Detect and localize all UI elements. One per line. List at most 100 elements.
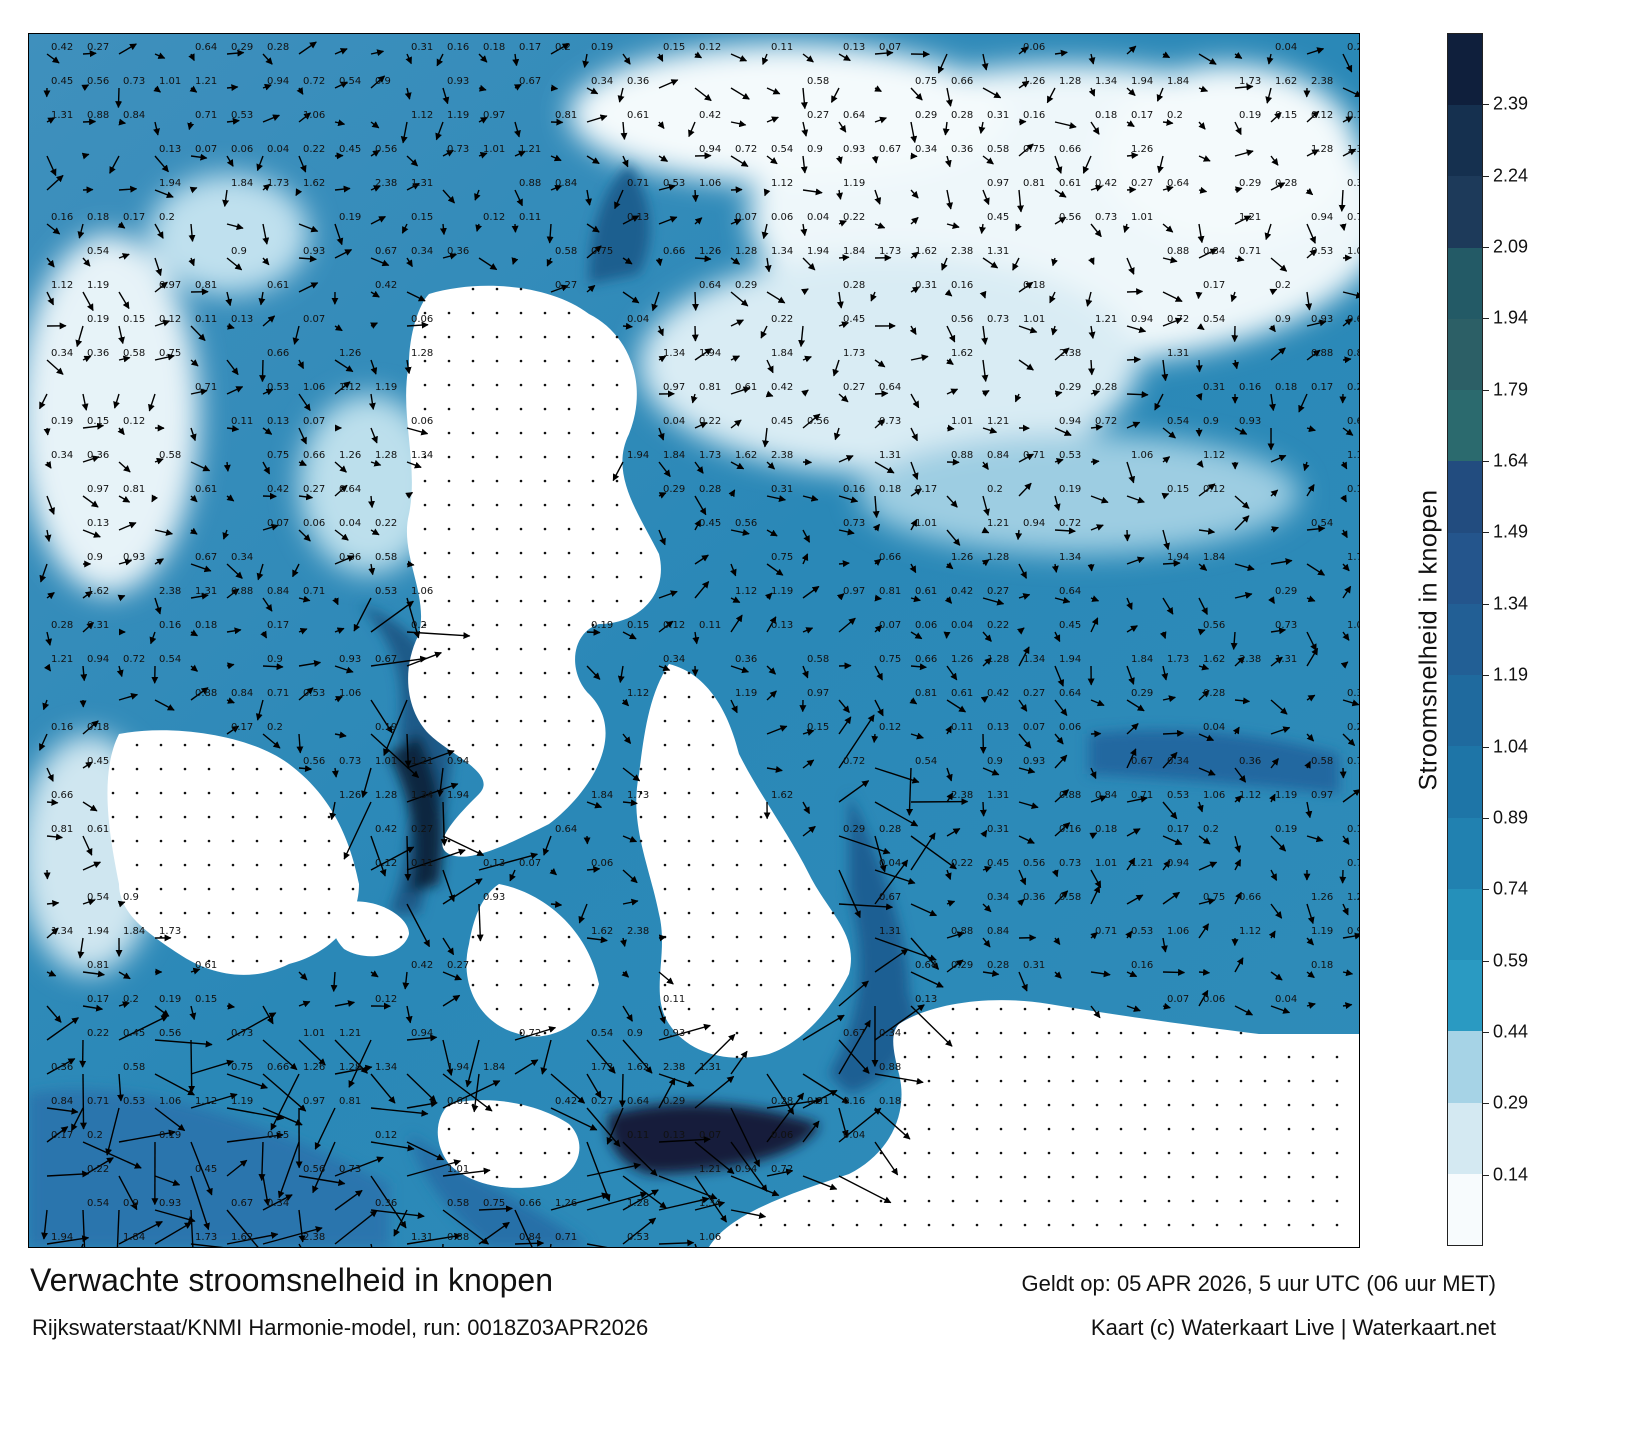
current-arrow bbox=[370, 257, 390, 267]
current-arrow bbox=[79, 1073, 87, 1130]
current-arrow bbox=[766, 766, 783, 773]
speed-label: 0.53 bbox=[1059, 450, 1081, 461]
grid-dot bbox=[447, 383, 451, 387]
current-arrow bbox=[478, 152, 488, 159]
current-arrow bbox=[478, 84, 487, 92]
current-arrow bbox=[334, 1039, 368, 1074]
grid-dot bbox=[183, 911, 187, 915]
speed-label: 1.28 bbox=[627, 1198, 649, 1209]
current-arrow bbox=[41, 1209, 49, 1240]
current-arrow bbox=[1234, 495, 1250, 509]
speed-label: 0.94 bbox=[699, 144, 721, 155]
grid-dot bbox=[1191, 1127, 1195, 1131]
current-arrow bbox=[440, 801, 448, 847]
current-arrow bbox=[802, 188, 823, 196]
current-arrow bbox=[1089, 832, 1098, 840]
grid-dot bbox=[1287, 1151, 1291, 1155]
current-arrow bbox=[550, 1073, 586, 1104]
grid-dot bbox=[1047, 1055, 1051, 1059]
current-arrow bbox=[1054, 971, 1062, 979]
current-arrow bbox=[1157, 155, 1164, 174]
current-arrow bbox=[1087, 359, 1095, 376]
grid-dot bbox=[975, 1103, 979, 1107]
speed-label: 0.56 bbox=[303, 756, 325, 767]
current-arrow bbox=[262, 83, 272, 91]
speed-label: 0.13 bbox=[987, 722, 1009, 733]
grid-dot bbox=[615, 575, 619, 579]
speed-label: 1.73 bbox=[1167, 654, 1189, 665]
current-arrow bbox=[910, 631, 923, 640]
current-arrow bbox=[801, 553, 809, 565]
current-arrow bbox=[1198, 861, 1218, 871]
grid-dot bbox=[591, 599, 595, 603]
current-arrow bbox=[82, 622, 94, 633]
current-arrow bbox=[1090, 931, 1098, 940]
current-arrow bbox=[44, 460, 52, 469]
current-arrow bbox=[1090, 617, 1099, 633]
speed-label: 0.66 bbox=[519, 1198, 541, 1209]
grid-dot bbox=[951, 1175, 955, 1179]
speed-label: 0.53 bbox=[663, 178, 685, 189]
current-arrow bbox=[370, 149, 380, 157]
grid-dot bbox=[519, 815, 523, 819]
grid-dot bbox=[159, 863, 163, 867]
grid-dot bbox=[711, 767, 715, 771]
grid-dot bbox=[495, 791, 499, 795]
current-arrow bbox=[1306, 47, 1325, 55]
current-arrow bbox=[766, 725, 788, 735]
speed-label: 0.9 bbox=[123, 892, 139, 903]
grid-dot bbox=[1023, 1055, 1027, 1059]
grid-dot bbox=[543, 599, 547, 603]
grid-dot bbox=[207, 935, 211, 939]
grid-dot bbox=[279, 839, 283, 843]
speed-label: 0.42 bbox=[555, 1096, 577, 1107]
current-arrow bbox=[1126, 894, 1144, 905]
current-arrow bbox=[82, 1141, 142, 1169]
speed-label: 1.06 bbox=[303, 110, 325, 121]
current-arrow bbox=[1198, 835, 1211, 845]
current-arrow bbox=[1234, 656, 1245, 667]
speed-label: 0.28 bbox=[51, 620, 73, 631]
speed-label: 0.93 bbox=[1311, 314, 1333, 325]
speed-label: 0.9 bbox=[627, 1028, 643, 1039]
speed-label: 0.11 bbox=[1347, 484, 1359, 495]
current-arrow bbox=[946, 388, 959, 395]
speed-label: 0.58 bbox=[123, 348, 145, 359]
current-arrow bbox=[82, 257, 91, 267]
speed-label: 0.04 bbox=[1203, 722, 1225, 733]
current-arrow bbox=[586, 865, 601, 873]
speed-label: 0.36 bbox=[87, 348, 109, 359]
current-arrow bbox=[766, 1168, 794, 1177]
current-arrow bbox=[1049, 291, 1056, 304]
speed-label: 0.66 bbox=[303, 450, 325, 461]
speed-label: 0.97 bbox=[663, 382, 685, 393]
current-arrow bbox=[802, 1089, 838, 1109]
grid-dot bbox=[423, 503, 427, 507]
speed-label: 0.66 bbox=[879, 552, 901, 563]
speed-label: 0.12 bbox=[123, 416, 145, 427]
current-arrow bbox=[874, 594, 882, 602]
current-arrow bbox=[154, 52, 166, 59]
current-arrow bbox=[478, 1205, 513, 1213]
current-arrow bbox=[190, 629, 198, 637]
current-arrow bbox=[766, 1073, 795, 1115]
speed-label: 0.84 bbox=[987, 926, 1009, 937]
current-arrow bbox=[1053, 495, 1061, 511]
grid-dot bbox=[567, 383, 571, 387]
land-masses bbox=[107, 285, 1359, 1247]
speed-label: 0.9 bbox=[1275, 314, 1291, 325]
current-arrow bbox=[1234, 83, 1254, 91]
speed-label: 0.28 bbox=[267, 42, 289, 53]
grid-dot bbox=[567, 551, 571, 555]
speed-label: 0.73 bbox=[339, 756, 361, 767]
current-arrow bbox=[946, 222, 960, 229]
current-arrow bbox=[1090, 389, 1101, 397]
grid-dot bbox=[231, 743, 235, 747]
current-arrow bbox=[1306, 484, 1315, 497]
grid-dot bbox=[447, 551, 451, 555]
current-arrow bbox=[343, 801, 372, 860]
grid-dot bbox=[615, 407, 619, 411]
current-arrow bbox=[361, 767, 372, 798]
current-arrow bbox=[874, 222, 886, 229]
grid-dot bbox=[1119, 1199, 1123, 1203]
